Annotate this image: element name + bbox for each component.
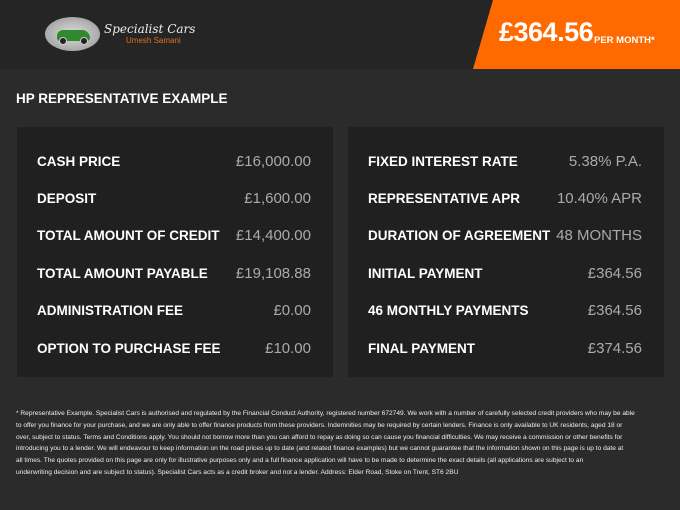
header: Specialist Cars Umesh Samani £364.56 PER… — [0, 0, 680, 69]
finance-label: FIXED INTEREST RATE — [368, 153, 518, 169]
finance-panel-left: CASH PRICE £16,000.00 DEPOSIT £1,600.00 TOTA… — [17, 127, 333, 377]
finance-value: 5.38% P.A. — [568, 152, 642, 170]
section-title: HP REPRESENTATIVE EXAMPLE — [16, 91, 228, 106]
finance-label: OPTION TO PURCHASE FEE — [37, 340, 221, 356]
disclaimer-line: introducing you to a lender. We will end… — [16, 445, 624, 453]
finance-label: TOTAL AMOUNT PAYABLE — [37, 265, 208, 281]
finance-value: £14,400.00 — [235, 227, 311, 245]
finance-row: OPTION TO PURCHASE FEE £10.00 — [37, 338, 311, 358]
per-month-label: PER MONTH* — [594, 35, 655, 46]
finance-label: CASH PRICE — [37, 153, 121, 169]
finance-value: £374.56 — [587, 339, 642, 357]
finance-row: FIXED INTEREST RATE 5.38% P.A. — [368, 151, 642, 171]
finance-panel-right: FIXED INTEREST RATE 5.38% P.A. REPRESENTAT… — [348, 127, 664, 377]
disclaimer-line: * Representative Example. Specialist Car… — [16, 410, 635, 417]
finance-label: FINAL PAYMENT — [368, 340, 476, 356]
disclaimer-line: all times. The quotes provided on this p… — [16, 457, 584, 465]
logo-subtitle: Umesh Samani — [126, 36, 181, 45]
disclaimer-line: underwriting decision and are subject to… — [16, 468, 459, 476]
finance-label: DEPOSIT — [37, 190, 97, 206]
finance-row: FINAL PAYMENT £374.56 — [368, 338, 642, 358]
finance-label: DURATION OF AGREEMENT — [368, 228, 551, 244]
finance-label: INITIAL PAYMENT — [368, 265, 483, 281]
finance-row: TOTAL AMOUNT PAYABLE £19,108.88 — [37, 263, 311, 283]
finance-value: 10.40% APR — [556, 189, 642, 207]
finance-row: ADMINISTRATION FEE £0.00 — [37, 301, 311, 321]
finance-label: 46 MONTHLY PAYMENTS — [368, 303, 529, 319]
finance-value: £0.00 — [273, 302, 311, 320]
finance-value: £364.56 — [587, 264, 642, 282]
finance-label: REPRESENTATIVE APR — [368, 190, 521, 206]
finance-row: CASH PRICE £16,000.00 — [37, 151, 311, 171]
finance-row: 46 MONTHLY PAYMENTS £364.56 — [368, 301, 642, 321]
disclaimer-line: to offer you finance for your purchase, … — [16, 421, 623, 429]
price-banner — [473, 0, 680, 69]
logo-title: Specialist Cars — [104, 22, 196, 36]
finance-row: DURATION OF AGREEMENT 48 MONTHS — [368, 226, 642, 246]
finance-value: £16,000.00 — [235, 152, 311, 170]
finance-row: DEPOSIT £1,600.00 — [37, 188, 311, 208]
finance-row: REPRESENTATIVE APR 10.40% APR — [368, 188, 642, 208]
monthly-price: £364.56 — [499, 17, 594, 47]
finance-row: INITIAL PAYMENT £364.56 — [368, 263, 642, 283]
finance-value: £19,108.88 — [235, 264, 311, 282]
logo[interactable]: Specialist Cars Umesh Samani — [45, 17, 195, 51]
finance-label: ADMINISTRATION FEE — [37, 303, 183, 319]
finance-value: £1,600.00 — [244, 189, 311, 207]
finance-value: £364.56 — [587, 302, 642, 320]
disclaimer-line: over, subject to status. Terms and Condi… — [16, 433, 623, 441]
finance-label: TOTAL AMOUNT OF CREDIT — [37, 228, 220, 244]
finance-row: TOTAL AMOUNT OF CREDIT £14,400.00 — [37, 226, 311, 246]
disclaimer: * Representative Example. Specialist Car… — [16, 408, 635, 479]
finance-value: £10.00 — [265, 339, 311, 357]
finance-value: 48 MONTHS — [556, 227, 642, 245]
car-logo-icon — [45, 17, 100, 51]
